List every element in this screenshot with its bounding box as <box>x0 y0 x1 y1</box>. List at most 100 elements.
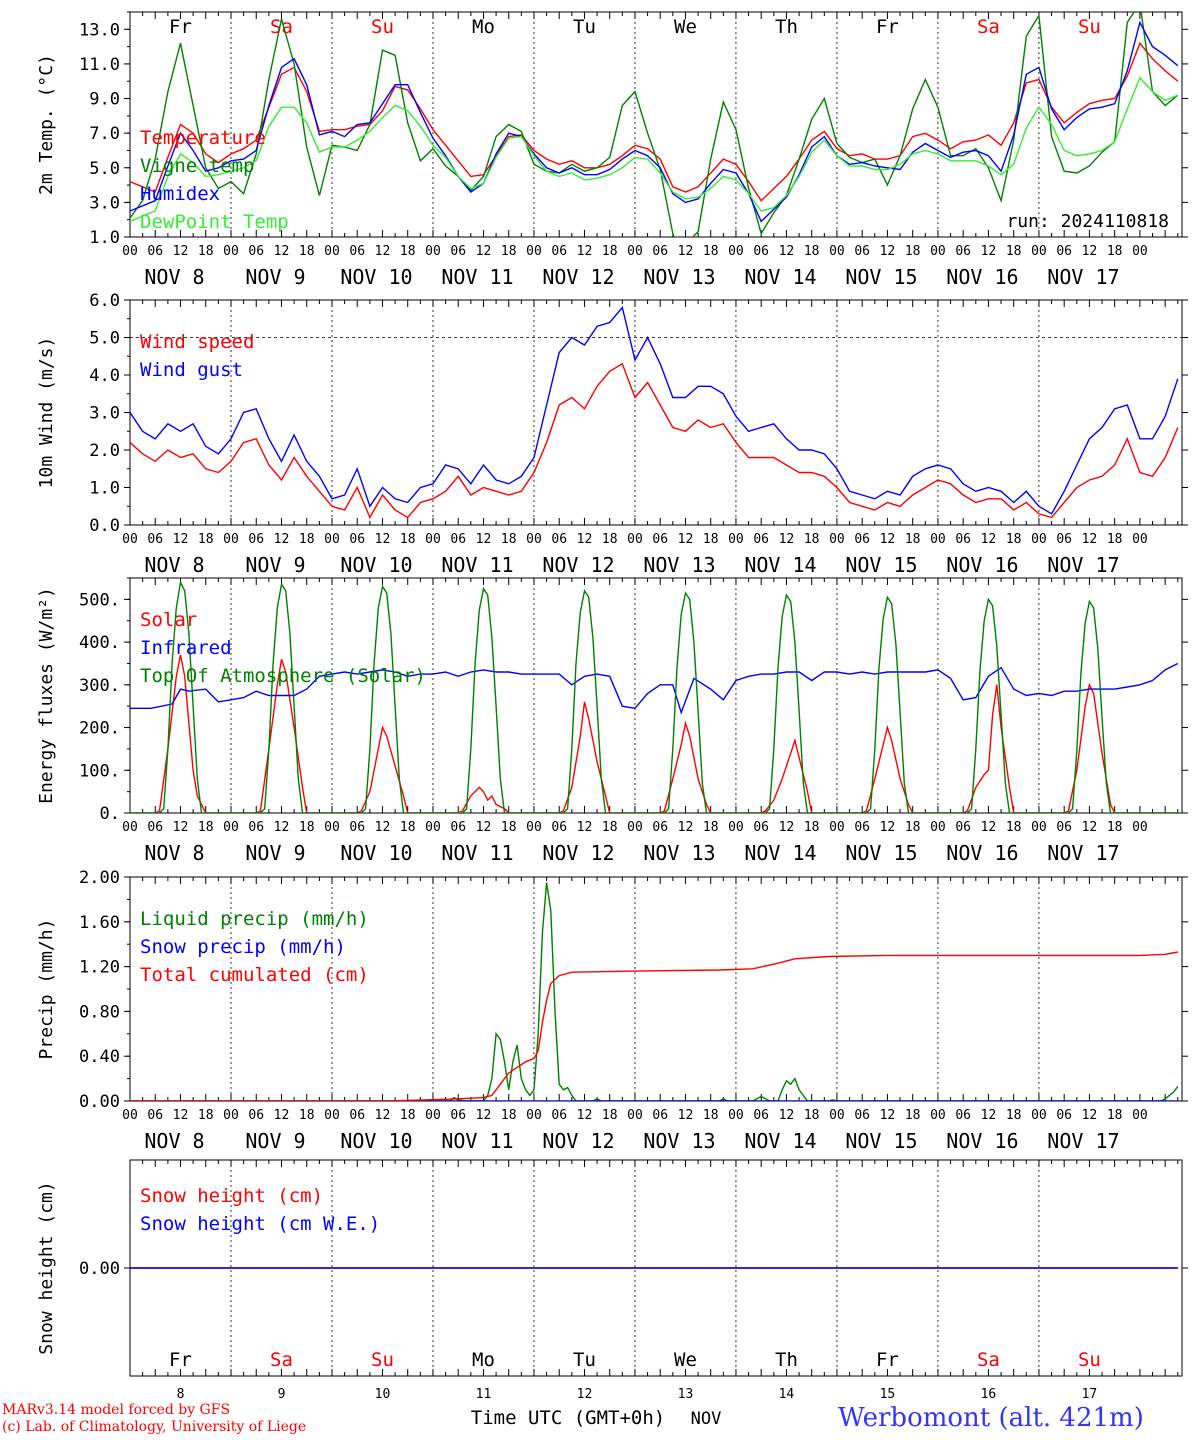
hour-tick-label: 06 <box>147 820 163 835</box>
date-label: NOV 8 <box>144 1129 204 1153</box>
y-tick-label: 1.20 <box>79 958 120 978</box>
hour-tick-label: 06 <box>753 244 769 259</box>
series-line-total-cumulated-cm- <box>130 951 1178 1101</box>
legend-entry: Humidex <box>140 183 220 205</box>
hour-tick-label: 00 <box>324 244 340 259</box>
hour-tick-label: 18 <box>703 1108 719 1123</box>
hour-tick-label: 00 <box>324 820 340 835</box>
hour-tick-label: 06 <box>349 1108 365 1123</box>
legend-entry: Top Of Atmosphere (Solar) <box>140 665 426 687</box>
hour-tick-label: 18 <box>1006 532 1022 547</box>
date-label: NOV 11 <box>441 1129 513 1153</box>
weekday-label: We <box>674 16 697 38</box>
weekday-label: Fr <box>169 16 192 38</box>
y-tick-label: 7.0 <box>89 124 120 144</box>
hour-tick-label: 00 <box>728 244 744 259</box>
hour-tick-label: 06 <box>753 1108 769 1123</box>
hour-tick-label: 12 <box>375 244 391 259</box>
day-of-month-label: 10 <box>375 1387 391 1402</box>
plot-frame <box>129 299 1183 526</box>
y-tick-label: 0.40 <box>79 1047 120 1067</box>
hour-tick-label: 00 <box>223 244 239 259</box>
hour-tick-label: 12 <box>981 820 997 835</box>
hour-tick-label: 00 <box>1031 244 1047 259</box>
date-label: NOV 9 <box>245 841 305 865</box>
hour-tick-label: 00 <box>627 532 643 547</box>
weekday-label: Su <box>371 1349 394 1371</box>
weekday-label: Th <box>775 16 798 38</box>
day-of-month-label: 17 <box>1082 1387 1098 1402</box>
hour-tick-label: 00 <box>728 532 744 547</box>
hour-tick-label: 06 <box>1056 1108 1072 1123</box>
date-label: NOV 17 <box>1047 265 1119 289</box>
hour-tick-label: 00 <box>526 244 542 259</box>
hour-tick-label: 00 <box>526 820 542 835</box>
hour-tick-label: 06 <box>1056 244 1072 259</box>
hour-tick-label: 18 <box>602 532 618 547</box>
hour-tick-label: 06 <box>551 1108 567 1123</box>
hour-tick-label: 18 <box>1006 820 1022 835</box>
hour-tick-label: 18 <box>1107 244 1123 259</box>
weekday-label: Su <box>371 16 394 38</box>
station-name: Werbomont (alt. 421m) <box>838 1403 1144 1433</box>
hour-tick-label: 12 <box>981 1108 997 1123</box>
hour-tick-label: 00 <box>324 532 340 547</box>
legend-entry: Solar <box>140 609 197 631</box>
hour-tick-label: 06 <box>652 244 668 259</box>
legend-entry: Total cumulated (cm) <box>140 964 369 986</box>
hour-tick-label: 18 <box>703 532 719 547</box>
y-tick-label: 100. <box>79 761 120 781</box>
weekday-label: Fr <box>876 1349 899 1371</box>
x-axis-unit: NOV <box>691 1409 722 1429</box>
hour-tick-label: 00 <box>627 820 643 835</box>
date-label: NOV 14 <box>744 265 816 289</box>
series-line-solar <box>130 654 1178 813</box>
y-tick-label: 0.00 <box>79 1092 120 1112</box>
hour-tick-label: 00 <box>526 532 542 547</box>
series-line-dewpoint-temp <box>130 76 1179 223</box>
hour-tick-label: 18 <box>299 532 315 547</box>
hour-tick-label: 06 <box>248 1108 264 1123</box>
hour-tick-label: 12 <box>880 820 896 835</box>
date-label: NOV 17 <box>1047 553 1119 577</box>
hour-tick-label: 18 <box>198 244 214 259</box>
run-label: run: 2024110818 <box>1006 211 1169 232</box>
weekday-label: Tu <box>573 1349 596 1371</box>
date-label: NOV 8 <box>144 265 204 289</box>
hour-tick-label: 12 <box>1082 820 1098 835</box>
hour-tick-label: 06 <box>753 820 769 835</box>
hour-tick-label: 06 <box>854 1108 870 1123</box>
hour-tick-label: 06 <box>349 244 365 259</box>
hour-tick-label: 00 <box>1031 1108 1047 1123</box>
hour-tick-label: 00 <box>122 532 138 547</box>
y-axis-label: Snow height (cm) <box>36 1181 57 1354</box>
y-axis-label: 2m Temp. (°C) <box>36 54 57 195</box>
hour-tick-label: 18 <box>1107 1108 1123 1123</box>
hour-tick-label: 06 <box>349 532 365 547</box>
day-of-month-label: 16 <box>981 1387 997 1402</box>
hour-tick-label: 18 <box>198 820 214 835</box>
hour-tick-label: 18 <box>1006 1108 1022 1123</box>
weekday-label: Su <box>1078 1349 1101 1371</box>
date-label: NOV 16 <box>946 841 1018 865</box>
hour-tick-label: 06 <box>248 244 264 259</box>
hour-tick-label: 00 <box>627 244 643 259</box>
hour-tick-label: 06 <box>551 532 567 547</box>
legend-entry: Wind gust <box>140 359 243 381</box>
hour-tick-label: 18 <box>703 820 719 835</box>
date-label: NOV 9 <box>245 553 305 577</box>
hour-tick-label: 18 <box>602 244 618 259</box>
hour-tick-label: 06 <box>955 820 971 835</box>
hour-tick-label: 12 <box>678 820 694 835</box>
hour-tick-label: 00 <box>1132 1108 1148 1123</box>
weekday-label: Sa <box>977 16 1000 38</box>
y-tick-label: 0.00 <box>79 1259 120 1279</box>
hour-tick-label: 00 <box>122 244 138 259</box>
y-tick-label: 13.0 <box>79 20 120 40</box>
legend-entry: Snow height (cm W.E.) <box>140 1213 380 1235</box>
hour-tick-label: 06 <box>450 820 466 835</box>
y-tick-label: 3.0 <box>89 404 120 424</box>
weekday-label: Fr <box>169 1349 192 1371</box>
model-credit: MARv3.14 model forced by GFS (c) Lab. of… <box>2 1402 306 1436</box>
hour-tick-label: 00 <box>829 820 845 835</box>
